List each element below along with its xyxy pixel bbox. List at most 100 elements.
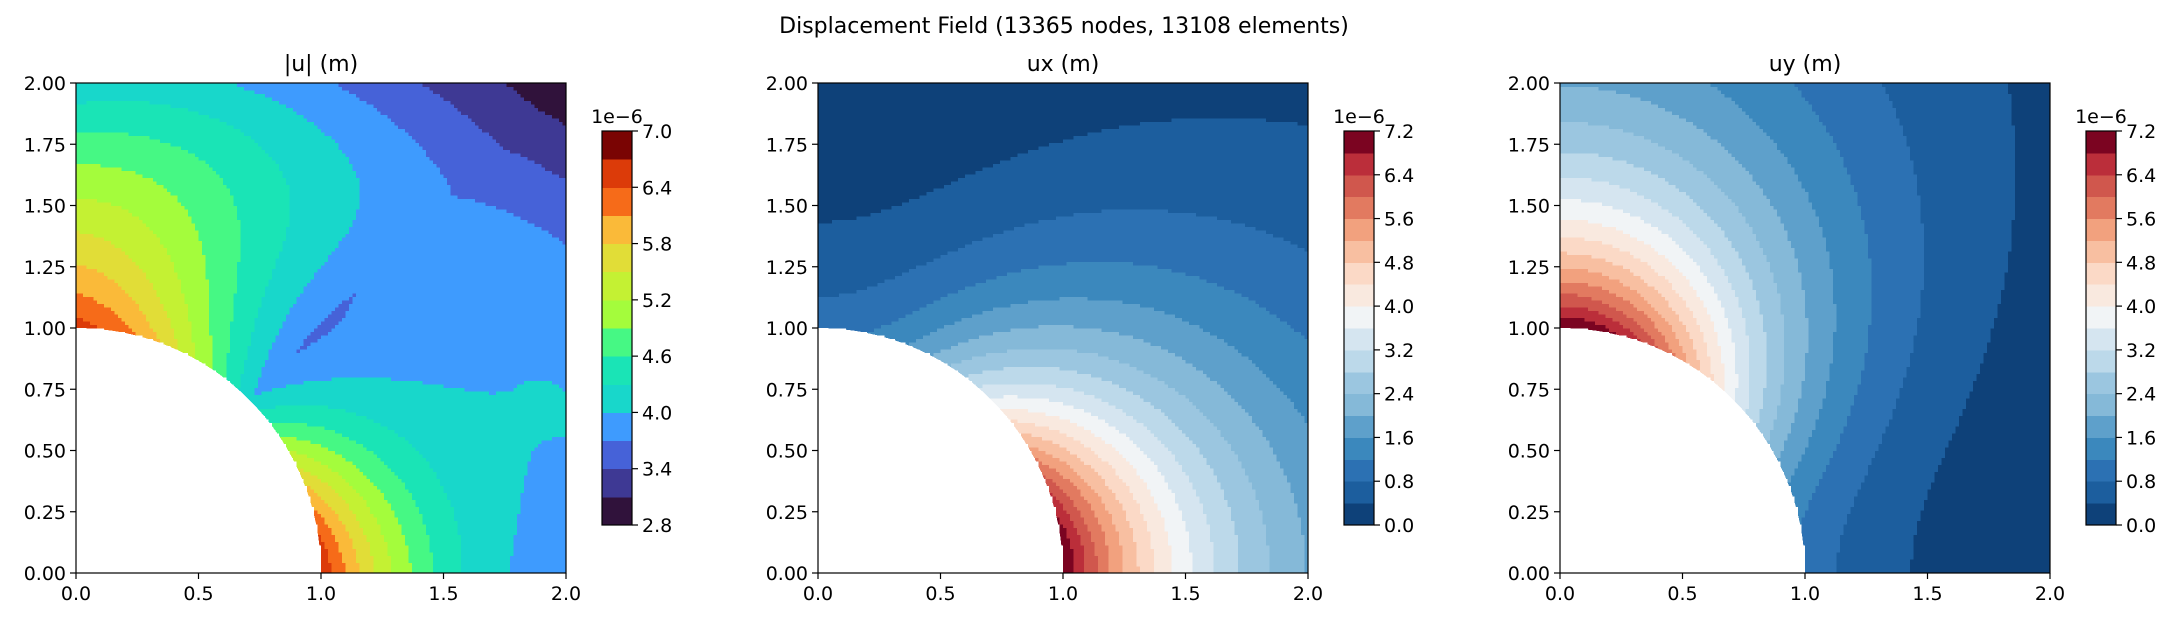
heatmap-cell [122,146,126,150]
heatmap-cell [118,94,122,98]
heatmap-cell [76,202,80,206]
heatmap-cell [87,244,91,248]
heatmap-cell [76,108,80,112]
heatmap-cell [111,111,115,115]
heatmap-cell [90,174,94,178]
heatmap-cell [80,171,84,175]
heatmap-cell [94,129,98,133]
heatmap-cell [118,234,122,238]
heatmap-cell [108,125,112,129]
heatmap-cell [83,171,87,175]
heatmap-cell [97,94,101,98]
heatmap-cell [87,283,91,287]
heatmap-cell [76,234,80,238]
heatmap-cell [101,262,105,266]
heatmap-cell [101,160,105,164]
heatmap-cell [108,209,112,213]
heatmap-cell [118,314,122,318]
heatmap-cell [101,297,105,301]
heatmap-cell [118,269,122,273]
heatmap-cell [101,265,105,269]
heatmap-cell [111,325,115,329]
heatmap-cell [94,136,98,140]
heatmap-cell [76,192,80,196]
heatmap-cell [111,220,115,224]
heatmap-cell [87,164,91,168]
heatmap-cell [83,146,87,150]
heatmap-cell [97,209,101,213]
heatmap-cell [101,304,105,308]
heatmap-cell [111,265,115,269]
heatmap-cell [118,181,122,185]
heatmap-cell [111,139,115,143]
heatmap-cell [101,90,105,94]
heatmap-cell [90,108,94,112]
heatmap-cell [118,248,122,252]
heatmap-cell [118,290,122,294]
heatmap-cell [94,321,98,325]
heatmap-cell [111,129,115,133]
heatmap-cell [104,153,108,157]
heatmap-cell [76,132,80,136]
heatmap-cell [87,153,91,157]
heatmap-cell [122,290,126,294]
heatmap-cell [108,118,112,122]
heatmap-cell [90,129,94,133]
heatmap-cell [104,248,108,252]
heatmap-cell [108,293,112,297]
heatmap-cell [111,153,115,157]
heatmap-cell [76,185,80,189]
heatmap-cell [104,325,108,329]
heatmap-cell [111,192,115,196]
heatmap-cell [111,286,115,290]
heatmap-cell [94,202,98,206]
heatmap-cell [76,118,80,122]
heatmap-cell [87,234,91,238]
heatmap-cell [94,227,98,231]
heatmap-cell [83,150,87,154]
heatmap-cell [118,111,122,115]
heatmap-cell [87,150,91,154]
heatmap-cell [94,255,98,259]
heatmap-cell [111,90,115,94]
heatmap-cell [80,269,84,273]
heatmap-cell [83,290,87,294]
heatmap-cell [90,209,94,213]
heatmap-cell [80,192,84,196]
heatmap-cell [90,150,94,154]
heatmap-cell [101,153,105,157]
heatmap-cell [104,286,108,290]
heatmap-cell [101,157,105,161]
heatmap-cell [87,241,91,245]
heatmap-cell [97,153,101,157]
heatmap-cell [101,181,105,185]
heatmap-cell [76,293,80,297]
heatmap-cell [76,283,80,287]
heatmap-cell [90,104,94,108]
heatmap-cell [104,230,108,234]
heatmap-cell [118,237,122,241]
heatmap-cell [111,311,115,315]
heatmap-cell [108,181,112,185]
heatmap-cell [90,111,94,115]
heatmap-cell [115,293,119,297]
heatmap-cell [94,244,98,248]
heatmap-cell [97,178,101,182]
heatmap-cell [90,290,94,294]
heatmap-cell [108,276,112,280]
heatmap-cell [115,216,119,220]
heatmap-cell [87,227,91,231]
heatmap-cell [104,314,108,318]
heatmap-cell [87,136,91,140]
heatmap-cell [101,139,105,143]
heatmap-cell [122,234,126,238]
heatmap-cell [90,97,94,101]
heatmap-cell [118,227,122,231]
heatmap-cell [122,195,126,199]
heatmap-cell [111,262,115,266]
heatmap-cell [87,209,91,213]
heatmap-cell [90,230,94,234]
heatmap-cell [83,192,87,196]
heatmap-cell [87,171,91,175]
heatmap-cell [94,279,98,283]
